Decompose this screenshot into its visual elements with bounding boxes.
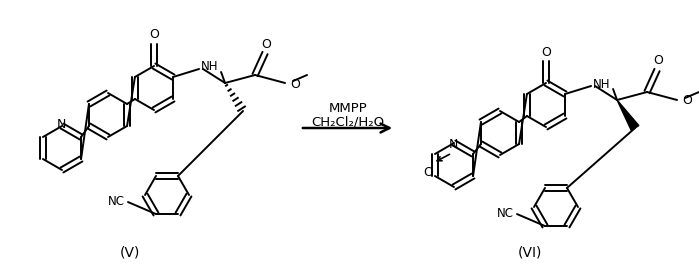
Text: O: O bbox=[261, 37, 271, 50]
Text: NH: NH bbox=[593, 78, 611, 91]
Text: NC: NC bbox=[108, 195, 124, 208]
Text: (V): (V) bbox=[120, 245, 140, 259]
Text: NH: NH bbox=[201, 60, 219, 73]
Text: (VI): (VI) bbox=[518, 245, 542, 259]
Text: MMPP: MMPP bbox=[329, 102, 368, 115]
Text: O: O bbox=[682, 95, 692, 108]
Text: NC: NC bbox=[496, 207, 514, 220]
Text: O: O bbox=[653, 54, 663, 67]
Text: N: N bbox=[448, 138, 458, 151]
Text: O: O bbox=[290, 78, 300, 91]
Text: O: O bbox=[423, 166, 433, 179]
Text: N: N bbox=[57, 118, 66, 131]
Text: O: O bbox=[149, 28, 159, 41]
Text: O: O bbox=[541, 46, 551, 59]
Text: CH₂Cl₂/H₂O: CH₂Cl₂/H₂O bbox=[312, 115, 384, 128]
Polygon shape bbox=[617, 100, 639, 130]
